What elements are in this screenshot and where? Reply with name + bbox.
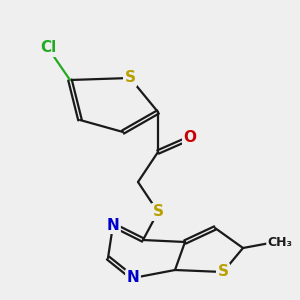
Text: O: O xyxy=(184,130,196,146)
Text: S: S xyxy=(124,70,136,86)
Text: N: N xyxy=(106,218,119,232)
Text: CH₃: CH₃ xyxy=(268,236,292,250)
Text: N: N xyxy=(127,271,140,286)
Text: Cl: Cl xyxy=(40,40,56,56)
Text: S: S xyxy=(218,265,229,280)
Text: S: S xyxy=(152,205,164,220)
